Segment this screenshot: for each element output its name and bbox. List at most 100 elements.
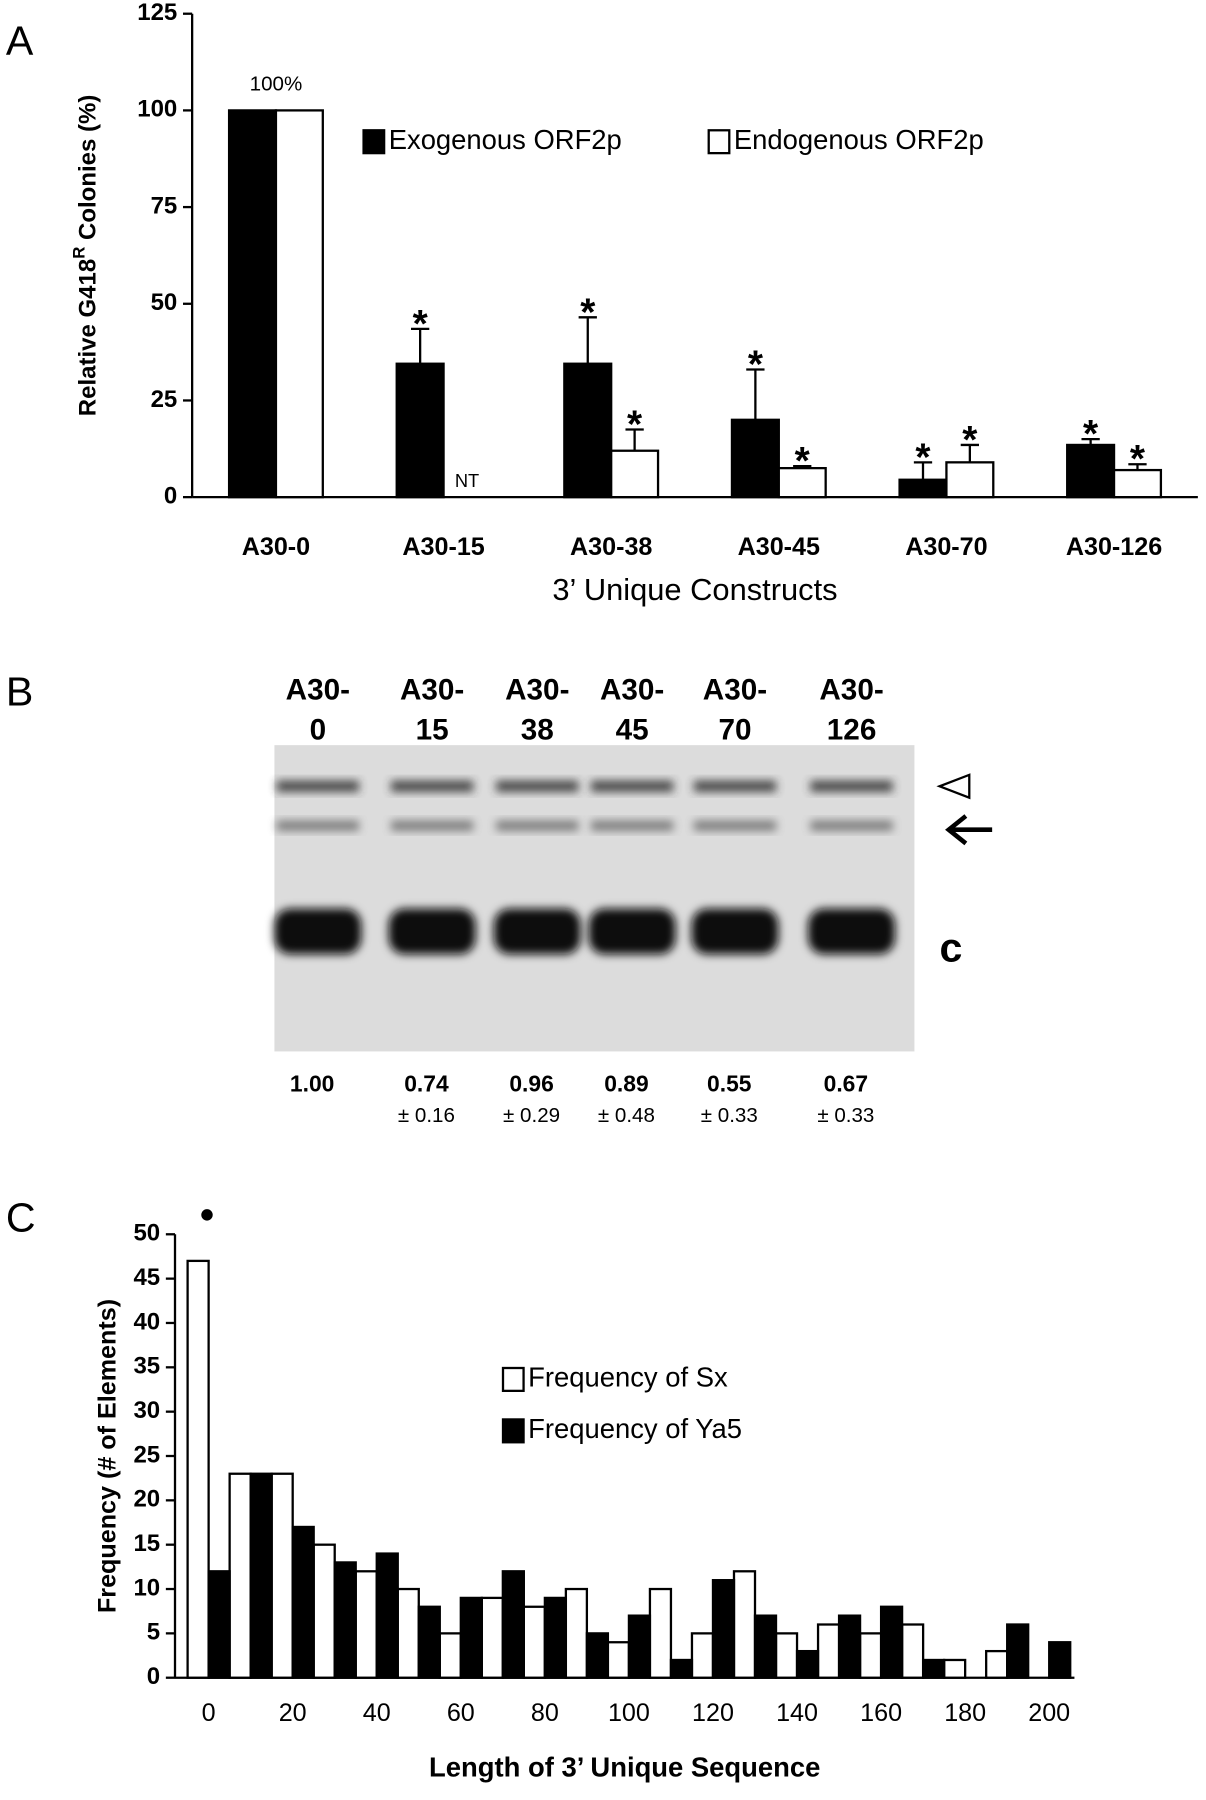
triangle-marker — [936, 773, 971, 800]
gel-band — [391, 820, 474, 831]
y-tick-label: 45 — [133, 1264, 160, 1291]
significance-marker: * — [748, 343, 764, 386]
y-tick-label: 20 — [133, 1486, 160, 1513]
y-tick-label: 0 — [147, 1663, 160, 1690]
x-tick-label: A30-0 — [242, 533, 310, 561]
bar — [354, 1570, 378, 1679]
lane-value: 1.00 — [290, 1071, 334, 1097]
bar — [227, 109, 278, 499]
y-tick-label: 10 — [133, 1574, 160, 1601]
y-tick-label: 25 — [133, 1441, 160, 1468]
y-tick-label: 25 — [151, 386, 178, 413]
bar — [606, 1641, 631, 1679]
x-tick-label: A30-15 — [402, 533, 484, 561]
legend-swatch — [362, 129, 386, 155]
bar — [417, 1605, 441, 1679]
bar — [900, 1623, 925, 1679]
lane-error: ± 0.29 — [503, 1104, 560, 1127]
legend-label: Frequency of Sx — [528, 1362, 728, 1393]
lane-value: 0.96 — [509, 1071, 553, 1097]
lane-label: 15 — [416, 713, 449, 746]
x-tick-label: 60 — [447, 1699, 475, 1727]
y-tick-label: 100 — [137, 96, 177, 123]
error-bar — [746, 368, 765, 420]
lane-label: A30- — [600, 673, 664, 706]
bar — [774, 1632, 799, 1679]
y-tick-label: 0 — [164, 482, 177, 509]
band-label: c — [940, 925, 963, 971]
gel-band — [810, 820, 893, 831]
bar — [753, 1614, 778, 1679]
lane-label: A30- — [819, 673, 883, 706]
lane-label: A30- — [703, 673, 767, 706]
x-tick-label: A30-45 — [738, 533, 820, 561]
gel-band — [693, 780, 777, 792]
bar — [669, 1658, 694, 1679]
lane-error: ± 0.16 — [398, 1104, 455, 1127]
x-tick-label: A30-70 — [905, 533, 987, 561]
error-bar — [960, 443, 979, 463]
bar — [312, 1543, 336, 1679]
legend-label: Endogenous ORF2p — [734, 124, 984, 155]
bar — [942, 1658, 967, 1679]
error-bar — [1081, 437, 1100, 445]
lane-value: 0.55 — [707, 1071, 752, 1097]
x-tick-label: 40 — [363, 1699, 391, 1727]
error-bar — [578, 316, 597, 364]
bar — [730, 418, 780, 499]
y-tick-label: 35 — [133, 1353, 160, 1380]
bar — [522, 1605, 547, 1679]
x-axis-label: 3’ Unique Constructs — [552, 572, 837, 607]
bar — [270, 1472, 294, 1679]
annotation: 100% — [250, 73, 303, 96]
significance-marker: * — [1130, 438, 1146, 481]
gel-band — [691, 908, 779, 955]
value-label: NT — [455, 470, 479, 491]
x-tick-label: 200 — [1028, 1699, 1070, 1727]
lane-value: 0.74 — [404, 1071, 449, 1097]
bar — [274, 109, 324, 499]
bar — [1066, 443, 1116, 499]
bar — [816, 1623, 841, 1679]
lane-label: 38 — [521, 713, 554, 746]
legend-swatch — [707, 129, 731, 155]
significance-marker: * — [795, 440, 811, 483]
error-bar — [793, 465, 812, 469]
bar — [543, 1596, 568, 1679]
bar — [564, 1587, 589, 1679]
lane-value: 0.89 — [604, 1071, 648, 1097]
lane-label: A30- — [400, 673, 464, 706]
bar — [396, 1587, 420, 1679]
error-bar — [1128, 463, 1147, 471]
y-tick-label: 50 — [151, 289, 178, 316]
bar — [207, 1570, 231, 1679]
gel-band — [496, 780, 579, 792]
gel-band — [391, 780, 474, 792]
y-tick-label: 5 — [147, 1619, 160, 1646]
x-tick-label: 120 — [692, 1699, 734, 1727]
gel-background — [274, 745, 915, 1052]
x-tick-label: 160 — [860, 1699, 902, 1727]
bar — [898, 478, 948, 499]
bar — [395, 362, 445, 499]
gel-band — [693, 820, 777, 831]
lane-value: 0.67 — [824, 1071, 868, 1097]
gel-band — [810, 780, 893, 792]
bar — [501, 1570, 525, 1679]
y-tick-label: 40 — [133, 1308, 160, 1335]
y-tick-label: 15 — [133, 1530, 160, 1557]
legend-swatch — [501, 1366, 525, 1392]
error-bar — [411, 327, 430, 364]
bar — [291, 1525, 315, 1679]
dot-marker — [201, 1209, 213, 1221]
bar — [186, 1259, 210, 1679]
panel-label: C — [6, 1194, 36, 1240]
y-axis-label: Relative G418R Colonies (%) — [69, 95, 101, 417]
bar — [879, 1605, 904, 1679]
y-axis-label-part: Colonies (%) — [75, 95, 102, 247]
lane-error: ± 0.33 — [701, 1104, 758, 1127]
bar — [375, 1552, 399, 1679]
bar — [459, 1596, 483, 1679]
bar — [1112, 468, 1163, 499]
